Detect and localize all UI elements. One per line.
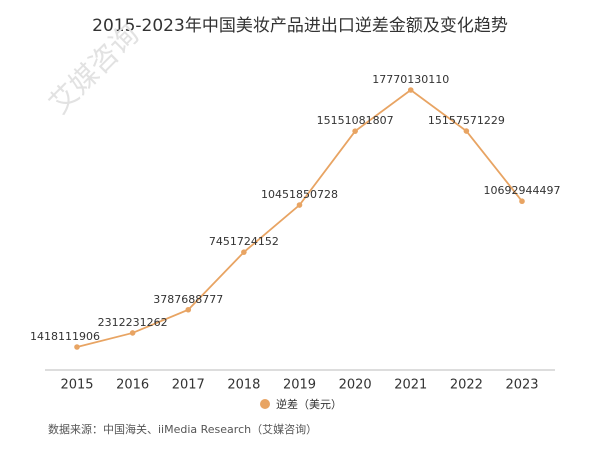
data-label: 15157571229 bbox=[428, 114, 505, 127]
x-tick-label: 2020 bbox=[339, 378, 372, 393]
x-tick-label: 2017 bbox=[172, 378, 205, 393]
legend-marker bbox=[260, 399, 270, 409]
legend-label: 逆差（美元） bbox=[276, 397, 342, 411]
line bbox=[76, 88, 523, 348]
point bbox=[129, 330, 136, 336]
x-tick-label: 2018 bbox=[227, 378, 260, 393]
point bbox=[352, 128, 358, 134]
data-label: 15151081807 bbox=[317, 114, 394, 127]
source-note: 数据来源：中国海关、iiMedia Research（艾媒咨询） bbox=[48, 422, 317, 436]
x-tick-label: 2023 bbox=[505, 378, 538, 393]
data-label: 3787688777 bbox=[153, 293, 223, 306]
x-tick-label: 2019 bbox=[283, 378, 316, 393]
point bbox=[74, 344, 80, 350]
point bbox=[241, 249, 247, 255]
data-label: 7451724152 bbox=[209, 235, 279, 248]
x-tick-label: 2015 bbox=[60, 378, 93, 393]
x-tick-label: 2022 bbox=[450, 378, 483, 393]
data-label: 1418111906 bbox=[30, 330, 100, 343]
data-label: 10451850728 bbox=[261, 188, 338, 201]
chart-title: 2015-2023年中国美妆产品进出口逆差金额及变化趋势 bbox=[92, 16, 508, 36]
point bbox=[463, 128, 470, 134]
point bbox=[185, 306, 192, 313]
data-label: 10692944497 bbox=[484, 184, 561, 197]
x-tick-label: 2021 bbox=[394, 378, 427, 393]
point bbox=[519, 198, 525, 205]
x-tick-label: 2016 bbox=[116, 378, 149, 393]
point bbox=[407, 87, 414, 93]
data-label: 17770130110 bbox=[372, 73, 449, 86]
data-label: 2312231262 bbox=[98, 316, 168, 329]
point bbox=[296, 202, 303, 208]
